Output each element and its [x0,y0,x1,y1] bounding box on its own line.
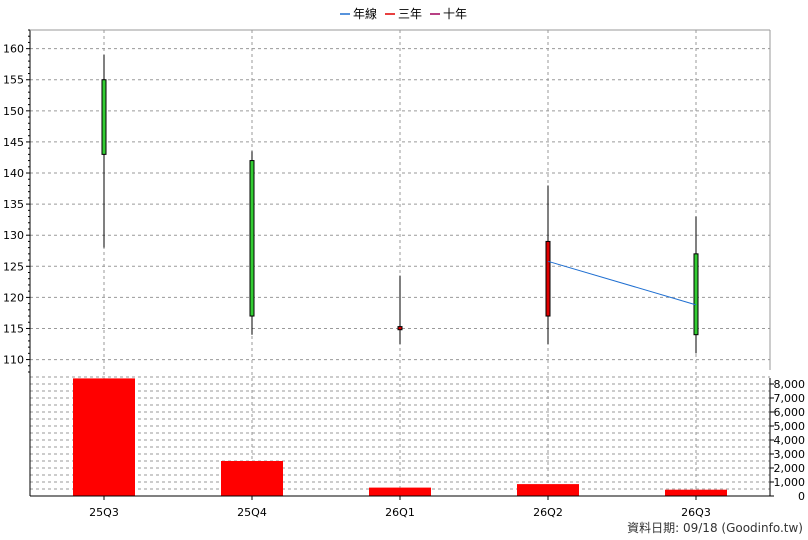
data-date-footer: 資料日期: 09/18 (Goodinfo.tw) [627,521,803,535]
candle-body [101,79,107,155]
annual-line-series [547,260,697,306]
candle-body [249,160,255,317]
price-tick-label: 140 [3,167,24,180]
candle-body [397,326,403,331]
price-tick-label: 110 [3,354,24,367]
price-tick-label: 115 [3,322,24,335]
price-tick-label: 160 [3,43,24,56]
volume-tick-label: 8,000 [774,378,806,391]
volume-tick-label: 5,000 [774,420,806,433]
volume-bar [73,378,135,496]
grid [30,30,770,496]
candle-body [693,253,699,336]
volume-tick-label: 6,000 [774,406,806,419]
volume-axis-ticks: 01,0002,0003,0004,0005,0006,0007,0008,00… [770,378,805,503]
category-tick-label: 26Q3 [681,506,711,519]
legend-label: 年線 [353,6,377,21]
volume-bars [73,378,727,496]
category-tick-label: 25Q4 [237,506,267,519]
volume-bar [369,487,431,496]
volume-tick-label: 3,000 [774,448,806,461]
price-tick-label: 125 [3,260,24,273]
legend-label: 三年 [398,7,422,21]
volume-tick-label: 0 [798,490,805,503]
annual-line [547,260,697,306]
price-tick-label: 145 [3,136,24,149]
candle-body [545,240,551,317]
price-tick-label: 135 [3,198,24,211]
price-tick-label: 130 [3,229,24,242]
legend: 年線 三年 十年 [340,6,467,21]
legend-label: 十年 [443,7,467,21]
candles [101,54,699,354]
volume-bar [221,461,283,496]
volume-tick-label: 2,000 [774,462,806,475]
category-tick-label: 26Q1 [385,506,415,519]
category-tick-label: 25Q3 [89,506,119,519]
price-tick-label: 120 [3,291,24,304]
category-axis-ticks: 25Q3 25Q4 26Q1 26Q2 26Q3 [89,496,711,519]
price-axis-ticks: 110 115 120 125 130 135 140 145 150 155 160 [3,29,30,373]
volume-tick-label: 1,000 [774,476,806,489]
price-tick-label: 150 [3,105,24,118]
volume-bar [665,489,727,496]
price-tick-label: 155 [3,74,24,87]
volume-tick-label: 7,000 [774,392,806,405]
category-tick-label: 26Q2 [533,506,563,519]
volume-bar [517,484,579,496]
volume-tick-label: 4,000 [774,434,806,447]
